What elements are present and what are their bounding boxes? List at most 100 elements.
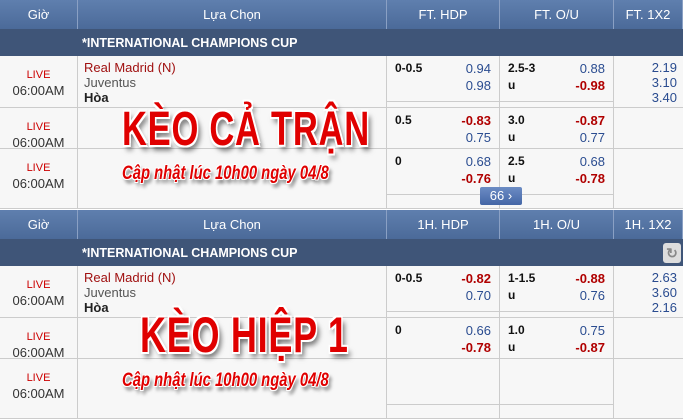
live-badge: LIVE xyxy=(26,279,51,291)
hdp-away-odds[interactable]: -0.78 xyxy=(461,340,491,355)
cell-divider xyxy=(500,311,613,317)
match-time: LIVE 06:00AM xyxy=(0,359,78,418)
selection-cell[interactable]: Real Madrid (N) Juventus Hòa xyxy=(78,56,387,107)
1x2-cell[interactable] xyxy=(614,318,683,358)
live-badge: LIVE xyxy=(26,69,51,81)
refresh-icon[interactable]: ↻ xyxy=(663,243,681,263)
draw-odds[interactable]: 3.60 xyxy=(651,285,677,300)
selection-cell[interactable]: Real Madrid (N) Juventus Hòa xyxy=(78,266,387,317)
hdp-line: 0.5 xyxy=(395,113,412,127)
live-badge: LIVE xyxy=(26,121,51,133)
league-name: *INTERNATIONAL CHAMPIONS CUP xyxy=(82,36,298,50)
over-odds[interactable]: 0.75 xyxy=(579,323,605,338)
hdp-home-odds[interactable]: -0.83 xyxy=(461,113,491,128)
column-header: Giờ xyxy=(0,210,78,239)
hdp-home-odds[interactable]: 0.68 xyxy=(465,154,491,169)
ou-cell[interactable]: 2.5-3 u 0.88 -0.98 xyxy=(500,56,614,107)
match-row: LIVE 06:00AM Real Madrid (N) Juventus Hòa 0-0… xyxy=(0,56,683,108)
hdp-away-odds[interactable]: 0.75 xyxy=(465,130,491,145)
live-badge: LIVE xyxy=(26,331,51,343)
live-badge: LIVE xyxy=(26,162,51,174)
hdp-away-odds[interactable]: -0.76 xyxy=(461,171,491,186)
hdp-cell[interactable]: 0 0.68 -0.76 xyxy=(387,149,500,208)
hdp-cell[interactable]: 0-0.5 -0.82 0.70 xyxy=(387,266,500,317)
ou-cell[interactable]: 1-1.5 u -0.88 0.76 xyxy=(500,266,614,317)
hdp-cell[interactable]: 0 0.66 -0.78 xyxy=(387,318,500,364)
hdp-away-odds[interactable]: 0.98 xyxy=(465,78,491,93)
draw-option[interactable]: Hòa xyxy=(84,90,109,105)
over-odds[interactable]: -0.88 xyxy=(575,271,605,286)
draw-odds[interactable]: 3.10 xyxy=(651,75,677,90)
live-badge: LIVE xyxy=(26,372,51,384)
column-header: FT. 1X2 xyxy=(614,0,683,29)
under-odds[interactable]: 0.77 xyxy=(579,130,605,145)
selection-cell[interactable] xyxy=(78,359,387,418)
kickoff-time: 06:00AM xyxy=(12,135,65,150)
draw-option[interactable]: Hòa xyxy=(84,300,109,315)
1x2-cell[interactable]: 2.63 3.60 2.16 xyxy=(614,266,683,317)
cell-divider xyxy=(387,194,499,208)
hdp-cell[interactable] xyxy=(387,359,500,418)
column-header: Lựa Chọn xyxy=(78,210,387,239)
ou-line: 3.0 xyxy=(508,113,525,127)
match-row: LIVE 06:00AM xyxy=(0,359,683,419)
league-row[interactable]: *INTERNATIONAL CHAMPIONS CUP xyxy=(0,29,683,56)
under-odds[interactable]: -0.87 xyxy=(575,340,605,355)
under-label: u xyxy=(508,340,516,354)
away-win-odds[interactable]: 3.40 xyxy=(651,90,677,105)
home-team[interactable]: Real Madrid (N) xyxy=(84,60,176,75)
hdp-home-odds[interactable]: 0.94 xyxy=(465,61,491,76)
league-name: *INTERNATIONAL CHAMPIONS CUP xyxy=(82,246,298,260)
table-header: Giờ Lựa Chọn FT. HDP FT. O/U FT. 1X2 xyxy=(0,0,683,29)
hdp-home-odds[interactable]: -0.82 xyxy=(461,271,491,286)
selection-cell[interactable] xyxy=(78,318,387,358)
hdp-home-odds[interactable]: 0.66 xyxy=(465,323,491,338)
away-team[interactable]: Juventus xyxy=(84,75,137,90)
away-win-odds[interactable]: 2.16 xyxy=(651,300,677,315)
selection-cell[interactable] xyxy=(78,149,387,208)
hdp-line: 0 xyxy=(395,154,402,168)
1x2-cell[interactable] xyxy=(614,108,683,148)
ou-line: 2.5 xyxy=(508,154,525,168)
ou-cell[interactable]: 2.5 u 0.68 -0.78 xyxy=(500,149,614,208)
match-time: LIVE 06:00AM xyxy=(0,318,78,360)
home-team[interactable]: Real Madrid (N) xyxy=(84,270,176,285)
hdp-line: 0-0.5 xyxy=(395,271,423,285)
overlay-subtitle: Cập nhật lúc 10h00 ngày 04/8 xyxy=(122,370,329,391)
over-odds[interactable]: 0.68 xyxy=(579,154,605,169)
away-team[interactable]: Juventus xyxy=(84,285,137,300)
1x2-cell[interactable]: 2.19 3.10 3.40 xyxy=(614,56,683,107)
over-odds[interactable]: 0.88 xyxy=(579,61,605,76)
1x2-cell[interactable] xyxy=(614,359,683,418)
more-bets-button[interactable]: 66 › xyxy=(480,187,522,205)
over-odds[interactable]: -0.87 xyxy=(575,113,605,128)
column-header: 1H. O/U xyxy=(500,210,614,239)
home-win-odds[interactable]: 2.63 xyxy=(651,270,677,285)
home-win-odds[interactable]: 2.19 xyxy=(651,60,677,75)
1x2-cell[interactable] xyxy=(614,149,683,208)
column-header: Giờ xyxy=(0,0,78,29)
league-row[interactable]: *INTERNATIONAL CHAMPIONS CUP ↻ xyxy=(0,239,683,266)
cell-divider xyxy=(387,311,499,317)
column-header: 1H. 1X2 xyxy=(614,210,683,239)
hdp-cell[interactable]: 0-0.5 0.94 0.98 xyxy=(387,56,500,107)
match-row: LIVE 06:00AM Real Madrid (N) Juventus Hòa 0-0… xyxy=(0,266,683,318)
under-label: u xyxy=(508,288,516,302)
under-odds[interactable]: 0.76 xyxy=(579,288,605,303)
selection-cell[interactable] xyxy=(78,108,387,148)
hdp-away-odds[interactable]: 0.70 xyxy=(465,288,491,303)
ou-cell[interactable]: 1.0 u 0.75 -0.87 xyxy=(500,318,614,364)
kickoff-time: 06:00AM xyxy=(12,83,65,98)
ou-line: 2.5-3 xyxy=(508,61,536,75)
column-header: FT. O/U xyxy=(500,0,614,29)
under-odds[interactable]: -0.78 xyxy=(575,171,605,186)
ou-cell[interactable] xyxy=(500,359,614,418)
under-odds[interactable]: -0.98 xyxy=(575,78,605,93)
cell-divider xyxy=(500,101,613,107)
hdp-cell[interactable]: 0.5 -0.83 0.75 xyxy=(387,108,500,154)
cell-divider xyxy=(500,194,613,208)
ou-cell[interactable]: 3.0 u -0.87 0.77 xyxy=(500,108,614,154)
ou-line: 1-1.5 xyxy=(508,271,536,285)
cell-divider xyxy=(387,404,499,418)
match-time: LIVE 06:00AM xyxy=(0,56,78,107)
